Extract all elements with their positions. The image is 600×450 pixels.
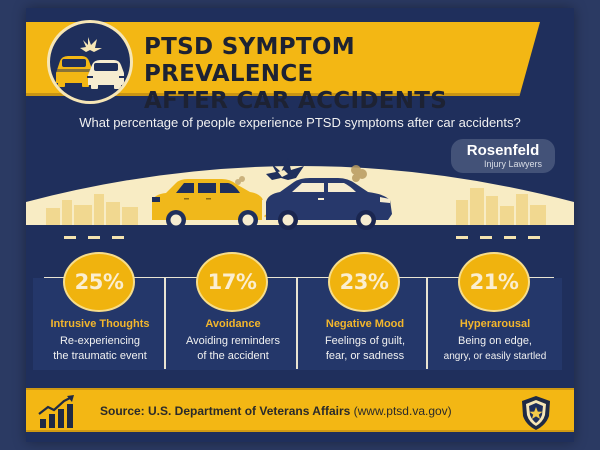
stat-desc-line: the traumatic event bbox=[53, 350, 147, 362]
stat-value-bubble: 17% bbox=[196, 252, 268, 312]
stat-avoidance: 17% Avoidance Avoiding reminders of the … bbox=[166, 248, 300, 370]
column-divider bbox=[426, 277, 428, 369]
stat-description: Re-experiencing the traumatic event bbox=[33, 334, 167, 364]
yellow-car-icon bbox=[152, 179, 272, 230]
stat-intrusive-thoughts: 25% Intrusive Thoughts Re-experiencing t… bbox=[33, 248, 167, 370]
source-link: (www.ptsd.va.gov) bbox=[350, 404, 452, 418]
brand-subtitle: Injury Lawyers bbox=[483, 159, 543, 169]
growth-chart-icon bbox=[36, 394, 78, 430]
stat-label: Hyperarousal bbox=[459, 318, 531, 330]
stat-value-bubble: 25% bbox=[63, 252, 135, 312]
stat-description: Being on edge, angry, or easily startled bbox=[428, 334, 562, 364]
title-line-1: PTSD SYMPTOM PREVALENCE bbox=[144, 34, 355, 87]
stat-negative-mood: 23% Negative Mood Feelings of guilt, fea… bbox=[298, 248, 432, 370]
source-citation: Source: U.S. Department of Veterans Affa… bbox=[100, 403, 452, 419]
stat-desc-line: of the accident bbox=[197, 350, 269, 362]
source-label: Source: U.S. Department of Veterans Affa… bbox=[100, 404, 351, 418]
stat-desc-line: Being on edge, bbox=[457, 335, 532, 347]
brand-name: Rosenfeld bbox=[466, 142, 540, 159]
page-title: PTSD SYMPTOM PREVALENCE AFTER CAR ACCIDE… bbox=[144, 34, 524, 115]
stat-hyperarousal: 21% Hyperarousal Being on edge, angry, o… bbox=[428, 248, 562, 370]
shield-star-icon bbox=[519, 394, 553, 432]
source-footer: Source: U.S. Department of Veterans Affa… bbox=[26, 388, 574, 432]
stat-description: Feelings of guilt, fear, or sadness bbox=[298, 334, 432, 364]
stat-desc-line: Re-experiencing bbox=[59, 335, 141, 347]
car-crash-icon bbox=[47, 20, 133, 104]
impact-burst-icon bbox=[266, 158, 304, 180]
column-divider bbox=[164, 277, 166, 369]
stat-label: Avoidance bbox=[205, 318, 261, 330]
stat-label: Intrusive Thoughts bbox=[50, 318, 150, 330]
stat-value-bubble: 21% bbox=[458, 252, 530, 312]
stat-desc-line: Feelings of guilt, bbox=[324, 335, 406, 347]
smoke-icon bbox=[351, 165, 367, 182]
stat-desc-line: fear, or sadness bbox=[325, 350, 405, 362]
column-divider bbox=[296, 277, 298, 369]
brand-logo: Rosenfeld Injury Lawyers bbox=[451, 139, 555, 173]
city-skyline bbox=[46, 188, 546, 225]
stat-description: Avoiding reminders of the accident bbox=[166, 334, 300, 364]
stat-desc-line: Avoiding reminders bbox=[186, 335, 280, 347]
title-line-2: AFTER CAR ACCIDENTS bbox=[144, 88, 448, 114]
navy-car-icon bbox=[266, 178, 392, 230]
crash-illustration bbox=[26, 150, 574, 250]
stat-desc-line: angry, or easily startled bbox=[443, 351, 547, 362]
stat-value-bubble: 23% bbox=[328, 252, 400, 312]
stat-label: Negative Mood bbox=[325, 318, 405, 330]
question-text: What percentage of people experience PTS… bbox=[79, 115, 521, 130]
